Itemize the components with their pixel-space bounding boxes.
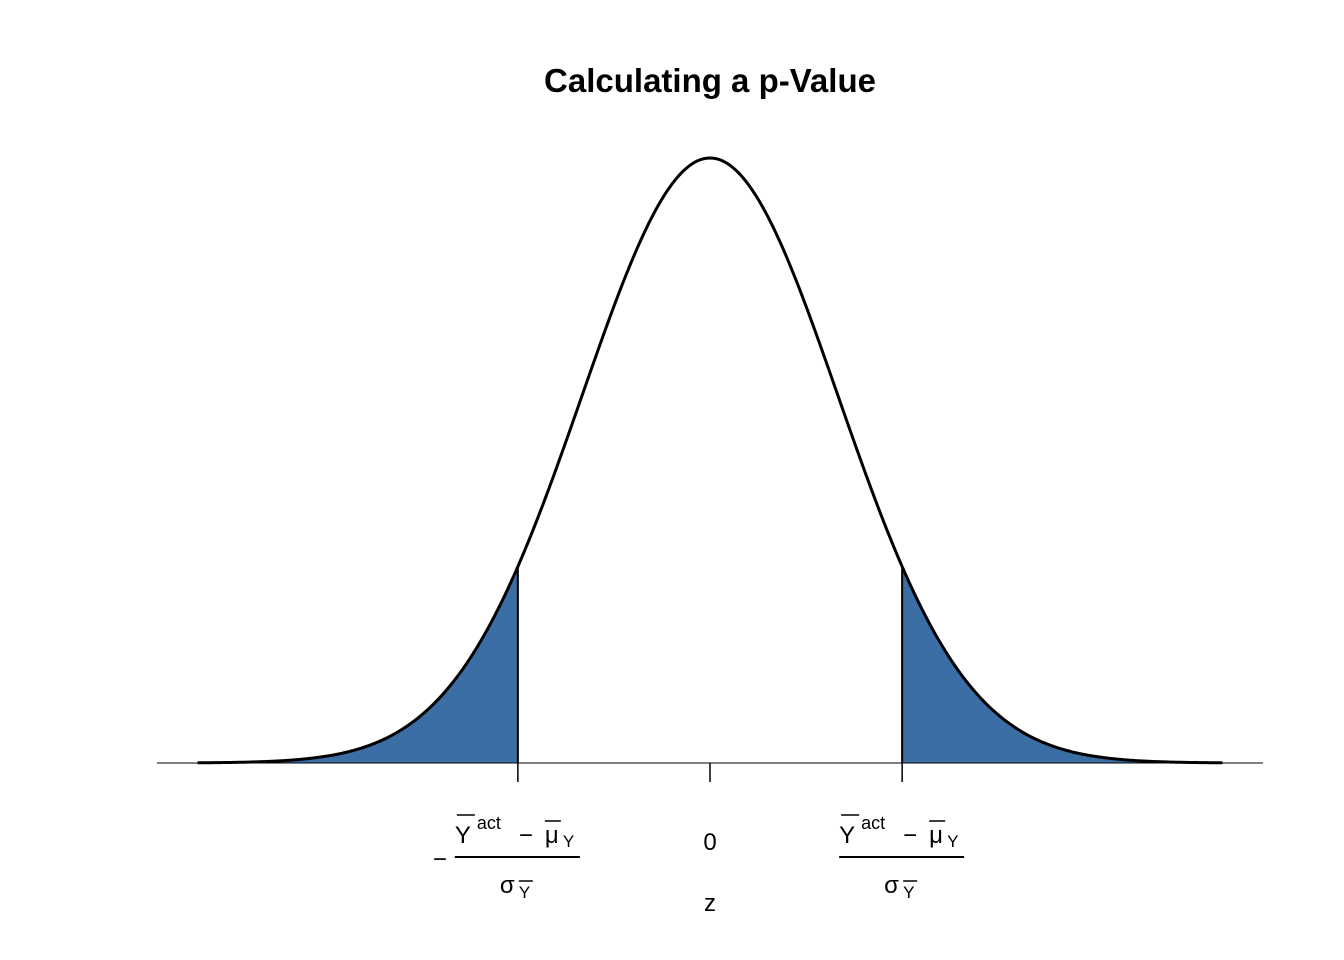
chart-title: Calculating a p-Value — [544, 62, 876, 99]
tick-label-ybar: Y — [455, 822, 471, 849]
tick-label-minus-sign: − — [433, 846, 447, 873]
tick-label-minus: − — [519, 822, 533, 849]
tick-label-superscript: act — [477, 813, 501, 833]
left-tail-area — [197, 566, 518, 763]
tick-label-sigma: σ — [500, 872, 515, 899]
tick-label-mu-subscript: Y — [563, 832, 574, 851]
tick-label-mu: μ — [929, 822, 943, 849]
tick-label-sigma-subscript: Y — [903, 883, 914, 902]
tick-label-ybar: Y — [839, 822, 855, 849]
tick-label-minus: − — [903, 822, 917, 849]
tick-label-superscript: act — [861, 813, 885, 833]
tick-label-mu-subscript: Y — [947, 832, 958, 851]
tick-label-sigma: σ — [884, 872, 899, 899]
x-axis-label: z — [704, 890, 716, 917]
tick-label-mu: μ — [545, 822, 559, 849]
density-curve — [197, 156, 1223, 765]
tick-label-sigma-subscript: Y — [519, 883, 530, 902]
right-tail-area — [902, 566, 1223, 763]
x-tick-label: 0 — [703, 829, 716, 856]
